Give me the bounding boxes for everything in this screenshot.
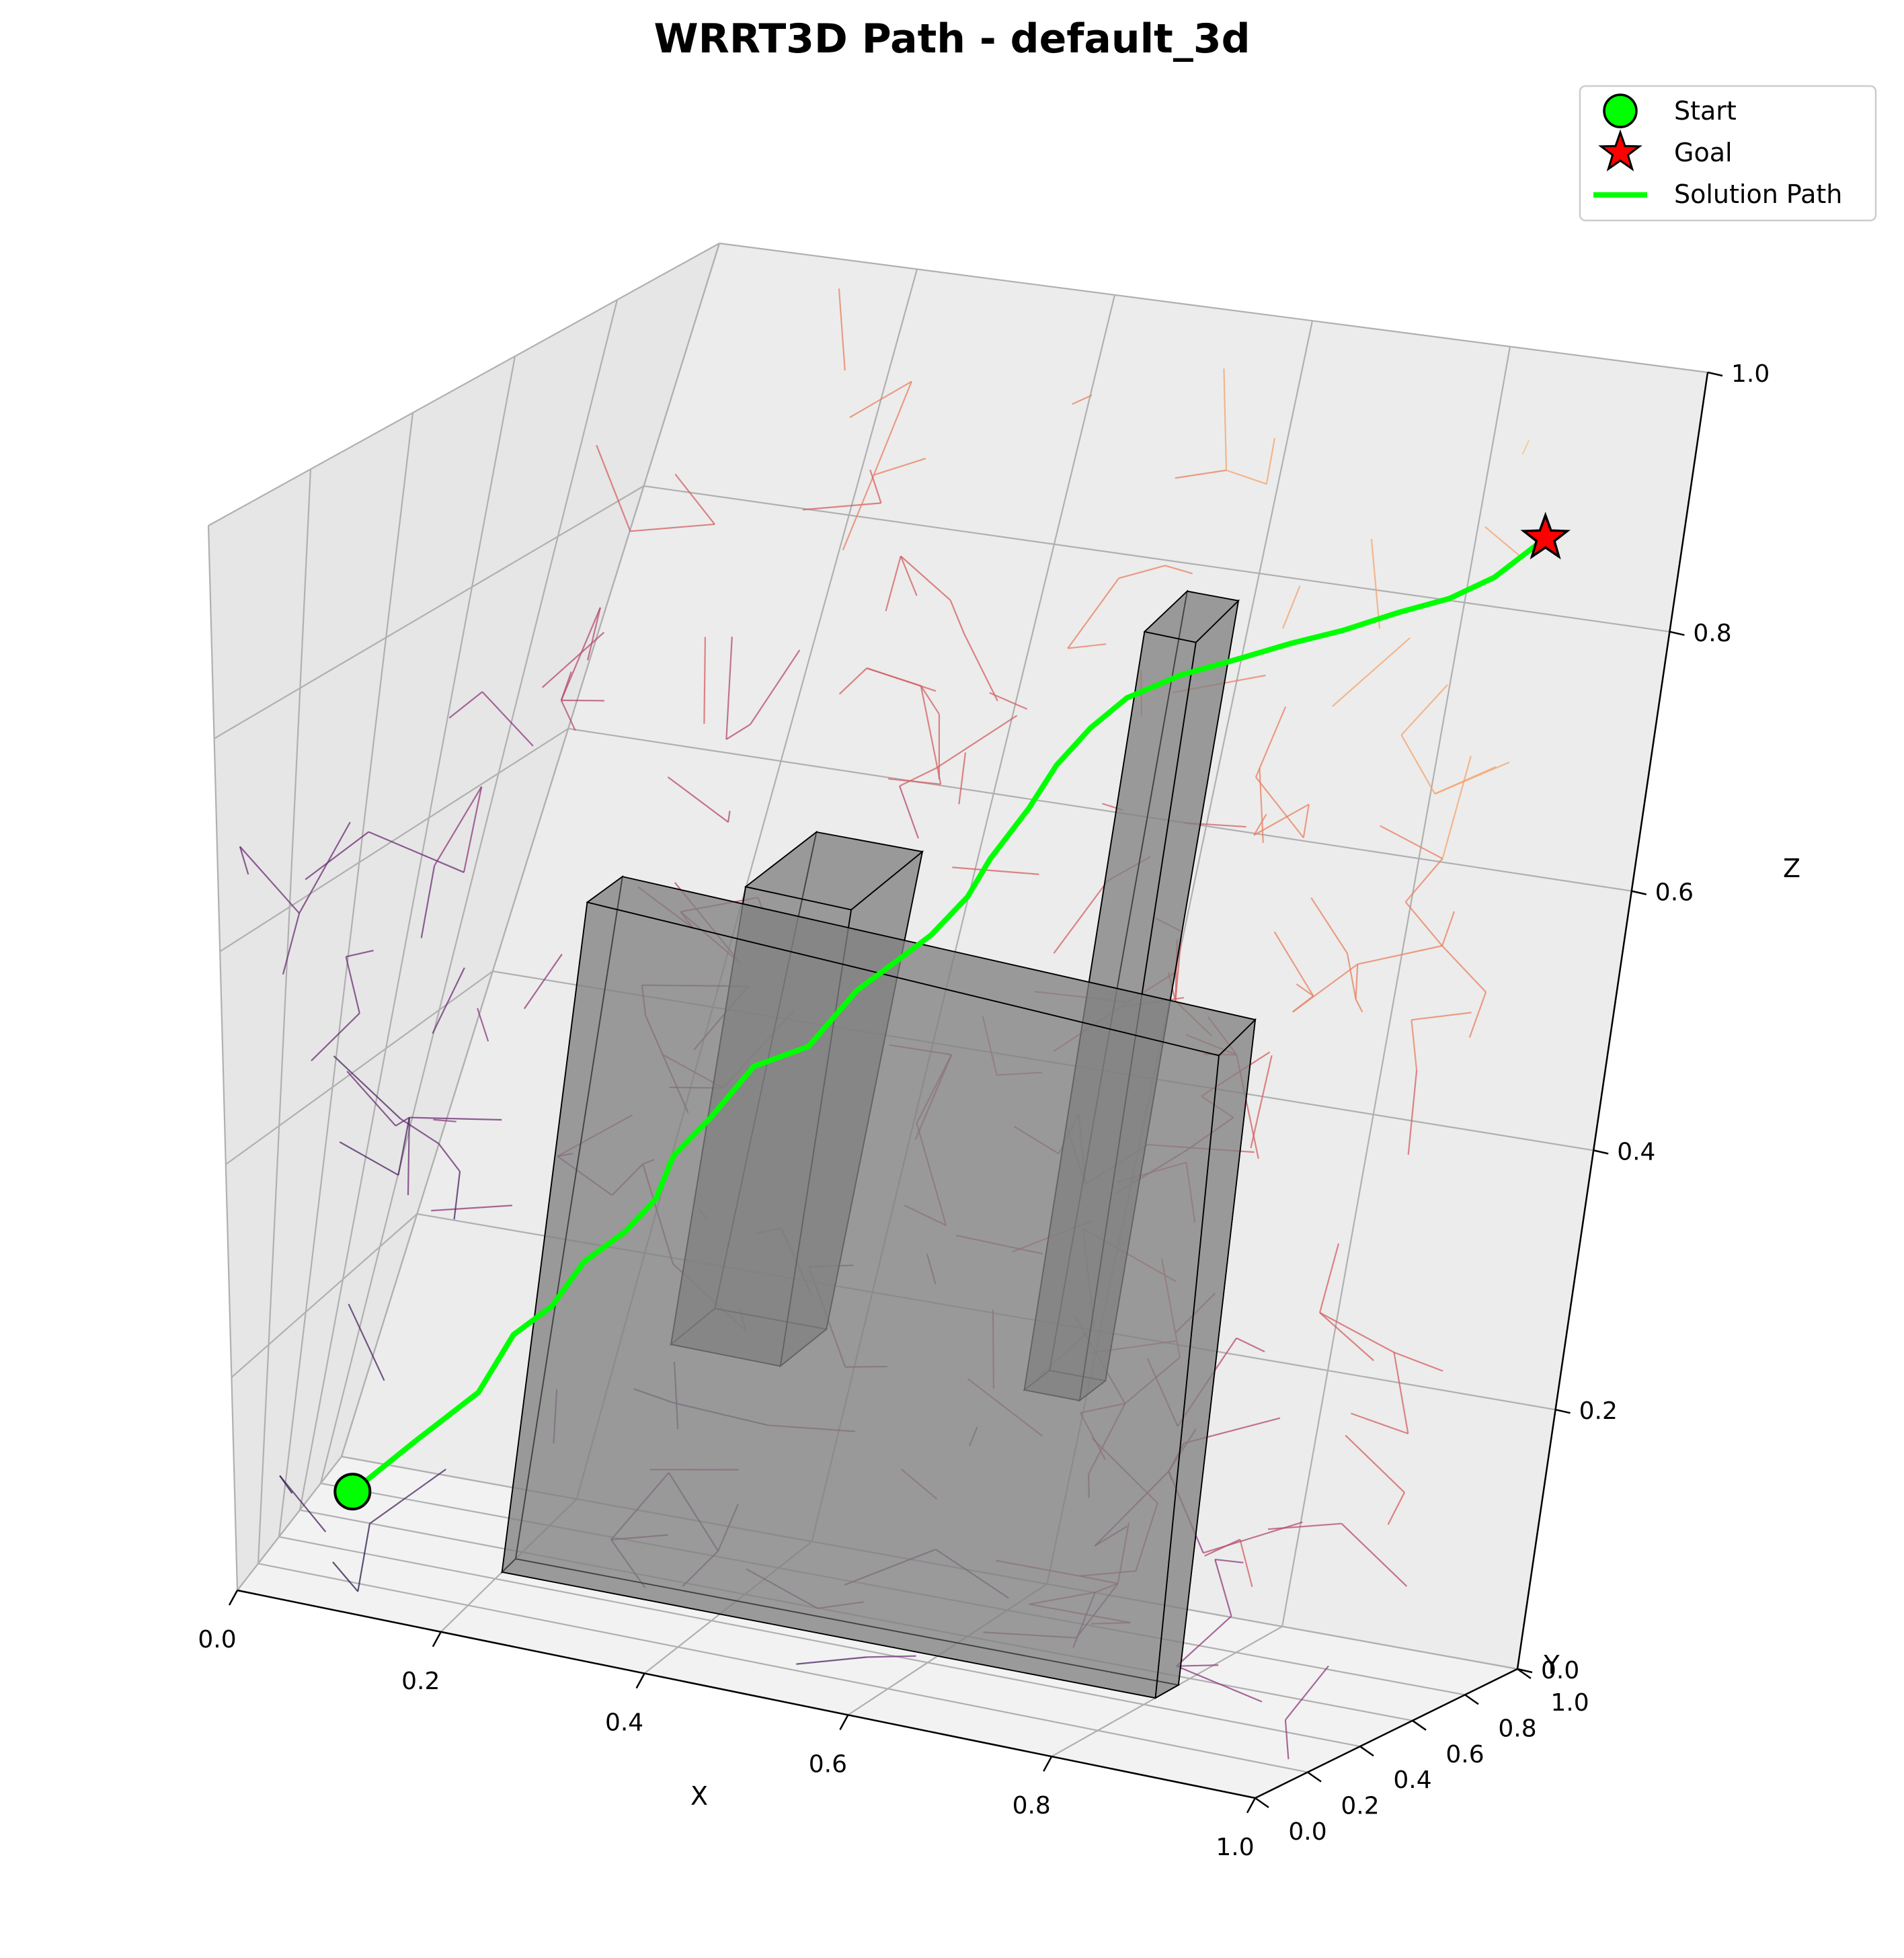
z-tick-label: 0.2 [1579,1397,1618,1425]
z-tick-label: 0.8 [1693,620,1731,647]
y-tick-label: 0.0 [1288,1818,1326,1846]
x-tick [1043,1756,1052,1771]
y-tick-label: 0.2 [1341,1793,1379,1820]
y-tick-label: 0.4 [1393,1766,1431,1794]
y-tick-label: 0.8 [1498,1715,1536,1742]
z-tick-label: 0.4 [1617,1138,1655,1166]
z-tick-label: 1.0 [1731,360,1770,388]
x-tick [1247,1798,1255,1813]
legend-start-swatch [1604,95,1636,127]
y-tick [1360,1746,1374,1756]
z-tick-label: 0.6 [1655,879,1694,907]
legend-label-goal: Goal [1674,138,1733,167]
x-tick [433,1632,441,1647]
x-tick [840,1715,848,1729]
y-tick [1413,1721,1426,1730]
legend-label-start: Start [1674,96,1737,126]
x-tick-label: 0.4 [605,1709,643,1737]
x-tick-label: 0.8 [1013,1792,1051,1820]
y-tick [1308,1772,1321,1782]
obstacle-wall [502,876,1255,1698]
x-tick-label: 0.0 [198,1626,236,1654]
y-axis-title: Y [1543,1650,1560,1680]
z-tick [1632,891,1647,895]
x-tick [637,1674,645,1688]
x-axis-title: X [690,1781,708,1811]
y-tick [1255,1798,1269,1807]
tree-edge [704,637,705,724]
y-tick-label: 1.0 [1550,1689,1589,1717]
tree-edge [1177,1665,1218,1666]
start-marker [335,1474,370,1509]
x-tick-label: 1.0 [1216,1834,1254,1861]
y-tick-label: 0.6 [1445,1741,1484,1768]
legend: Start Goal Solution Path [1580,86,1876,220]
z-tick [1593,1150,1608,1153]
x-tick [229,1590,237,1605]
y-tick [1465,1695,1478,1704]
z-axis-title: Z [1783,854,1800,883]
z-tick [1708,372,1722,376]
tree-edge [561,700,604,701]
x-tick-label: 0.6 [809,1750,847,1778]
z-tick [1669,632,1684,635]
x-tick-label: 0.2 [401,1668,440,1695]
chart-title: WRRT3D Path - default_3d [653,15,1250,63]
legend-label-solution-path: Solution Path [1674,179,1842,209]
z-tick [1556,1410,1571,1413]
